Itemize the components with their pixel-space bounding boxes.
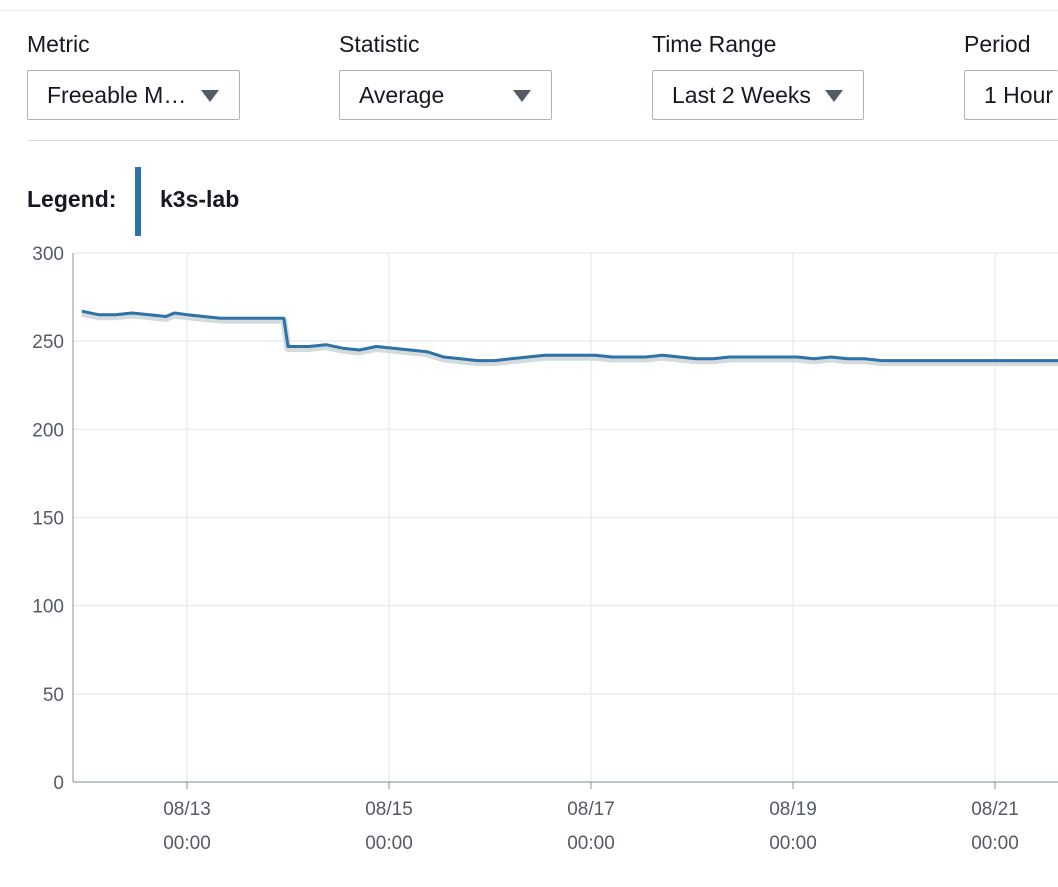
statistic-label: Statistic (339, 31, 420, 57)
metric-select-value: Freeable M… (47, 82, 187, 108)
x-tick-label-time: 00:00 (163, 833, 211, 854)
x-tick-label-date: 08/21 (971, 799, 1019, 820)
divider (27, 140, 1058, 141)
statistic-field: Statistic Average (339, 30, 552, 120)
series-line-k3s-lab[interactable] (81, 309, 1058, 363)
period-select-value: 1 Hour (984, 82, 1054, 108)
legend-swatch (135, 167, 141, 236)
metric-field: Metric Freeable M… (27, 30, 240, 120)
statistic-select[interactable]: Average (339, 70, 552, 120)
period-select[interactable]: 1 Hour (964, 70, 1058, 120)
metric-select[interactable]: Freeable M… (27, 70, 240, 120)
x-tick-label-date: 08/19 (769, 799, 817, 820)
caret-down-icon (513, 90, 531, 102)
y-tick-label: 50 (43, 685, 64, 706)
metric-label: Metric (27, 31, 90, 57)
x-tick-label-date: 08/15 (365, 799, 413, 820)
time-range-field: Time Range Last 2 Weeks (652, 30, 864, 120)
top-border (0, 0, 1058, 11)
x-tick-label-date: 08/17 (567, 799, 615, 820)
time-range-select[interactable]: Last 2 Weeks (652, 70, 864, 120)
x-tick-label-time: 00:00 (567, 833, 615, 854)
x-tick-label-time: 00:00 (769, 833, 817, 854)
time-range-label: Time Range (652, 31, 777, 57)
y-tick-label: 200 (32, 420, 64, 441)
series-line-shadow (81, 309, 1058, 367)
line-chart: 0 50 100 150 200 250 300 08/13 00:00 08/15 00:00 08… (32, 244, 1058, 854)
x-tick-label-time: 00:00 (365, 833, 413, 854)
y-tick-label: 300 (32, 244, 64, 265)
y-tick-label: 150 (32, 509, 64, 530)
legend-entry-k3s-lab[interactable]: k3s-lab (160, 186, 240, 212)
statistic-select-value: Average (359, 82, 445, 108)
y-tick-label: 100 (32, 597, 64, 618)
x-tick-label-time: 00:00 (971, 833, 1019, 854)
y-tick-label: 250 (32, 332, 64, 353)
period-label: Period (964, 31, 1031, 57)
x-tick-label-date: 08/13 (163, 799, 211, 820)
period-field: Period 1 Hour (964, 30, 1058, 120)
y-tick-label: 0 (53, 773, 64, 794)
time-range-select-value: Last 2 Weeks (672, 82, 811, 108)
legend-title: Legend: (27, 186, 117, 212)
caret-down-icon (825, 90, 843, 102)
caret-down-icon (201, 90, 219, 102)
